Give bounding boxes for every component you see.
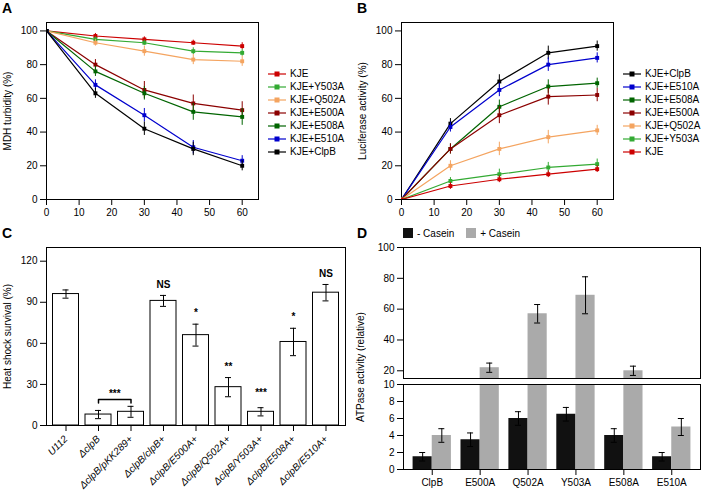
- svg-text:20: 20: [106, 207, 118, 218]
- svg-text:10: 10: [74, 207, 86, 218]
- svg-text:ΔclpB/E510A+: ΔclpB/E510A+: [275, 433, 329, 487]
- html-text:KJE+E510A: KJE+E510A: [645, 81, 700, 92]
- svg-text:60: 60: [237, 207, 249, 218]
- svg-text:2: 2: [389, 447, 395, 458]
- svg-text:E500A: E500A: [465, 477, 495, 488]
- svg-text:*: *: [194, 307, 198, 318]
- html-text:A: A: [2, 0, 13, 16]
- svg-text:Y503A: Y503A: [561, 477, 591, 488]
- svg-text:4: 4: [389, 430, 395, 441]
- html-text:KJE+Q502A: KJE+Q502A: [645, 120, 701, 131]
- html-text:KJE+ClpB: KJE+ClpB: [290, 146, 336, 157]
- html-text:KJE+ClpB: KJE+ClpB: [645, 68, 691, 79]
- svg-text:NS: NS: [157, 279, 171, 290]
- html-text:- Casein: - Casein: [417, 227, 455, 239]
- svg-text:20: 20: [461, 207, 473, 218]
- svg-text:0: 0: [387, 194, 393, 205]
- html-text:KJE+Y503A: KJE+Y503A: [645, 133, 700, 144]
- html-text:KJE+Q502A: KJE+Q502A: [290, 94, 346, 105]
- svg-text:*: *: [292, 311, 296, 322]
- html-text:KJE+E508A: KJE+E508A: [645, 94, 700, 105]
- svg-text:120: 120: [21, 255, 38, 266]
- svg-text:E510A: E510A: [657, 477, 687, 488]
- svg-text:ΔclpB/pKK289+: ΔclpB/pKK289+: [76, 433, 134, 491]
- svg-text:0: 0: [399, 207, 405, 218]
- html-text:KJE+E500A: KJE+E500A: [290, 107, 345, 118]
- svg-text:90: 90: [26, 296, 38, 307]
- svg-text:10: 10: [383, 379, 395, 390]
- svg-text:50: 50: [559, 207, 571, 218]
- svg-text:20: 20: [381, 160, 393, 171]
- svg-text:10: 10: [429, 207, 441, 218]
- svg-text:0: 0: [389, 464, 395, 475]
- svg-text:***: ***: [109, 388, 121, 399]
- html-text:KJE: KJE: [645, 146, 664, 157]
- svg-text:Q502A: Q502A: [512, 477, 543, 488]
- svg-text:30: 30: [494, 207, 506, 218]
- svg-text:40: 40: [381, 126, 393, 137]
- svg-text:20: 20: [26, 160, 38, 171]
- svg-text:60: 60: [381, 93, 393, 104]
- svg-text:Luciferase activity (%): Luciferase activity (%): [357, 62, 368, 160]
- html-text:KJE+E510A: KJE+E510A: [290, 133, 345, 144]
- html-text:KJE+Y503A: KJE+Y503A: [290, 81, 345, 92]
- svg-text:MDH turbidity (%): MDH turbidity (%): [2, 72, 13, 151]
- svg-text:20: 20: [383, 365, 395, 376]
- svg-text:60: 60: [26, 338, 38, 349]
- html-text:KJE+E500A: KJE+E500A: [645, 107, 700, 118]
- svg-text:E508A: E508A: [609, 477, 639, 488]
- svg-text:100: 100: [376, 25, 393, 36]
- svg-text:NS: NS: [319, 268, 333, 279]
- svg-text:U112: U112: [46, 433, 70, 457]
- svg-text:30: 30: [139, 207, 151, 218]
- html-text:D: D: [357, 225, 368, 241]
- svg-text:0: 0: [32, 194, 38, 205]
- svg-text:6: 6: [389, 413, 395, 424]
- svg-text:ΔclpB/clpB+: ΔclpB/clpB+: [121, 433, 168, 480]
- svg-text:8: 8: [389, 396, 395, 407]
- svg-text:ClpB: ClpB: [421, 477, 443, 488]
- svg-text:ΔclpB/E508A+: ΔclpB/E508A+: [243, 433, 298, 487]
- svg-text:ΔclpB/Y503A+: ΔclpB/Y503A+: [211, 433, 265, 487]
- svg-text:Heat shock survival (%): Heat shock survival (%): [2, 284, 13, 389]
- svg-text:**: **: [225, 361, 233, 372]
- html-text:B: B: [357, 0, 368, 16]
- svg-text:100: 100: [21, 25, 38, 36]
- svg-text:30: 30: [26, 379, 38, 390]
- svg-text:80: 80: [383, 273, 395, 284]
- svg-text:ΔclpB/Q502A+: ΔclpB/Q502A+: [177, 433, 233, 488]
- html-text:+ Casein: + Casein: [480, 227, 520, 239]
- svg-text:40: 40: [383, 334, 395, 345]
- svg-text:40: 40: [171, 207, 183, 218]
- html-text:C: C: [2, 225, 13, 241]
- svg-text:60: 60: [592, 207, 604, 218]
- svg-text:40: 40: [526, 207, 538, 218]
- svg-text:0: 0: [32, 420, 38, 431]
- svg-text:ΔclpB/E500A+: ΔclpB/E500A+: [146, 433, 200, 487]
- html-text:KJE: KJE: [290, 68, 309, 79]
- svg-text:40: 40: [26, 126, 38, 137]
- svg-text:***: ***: [255, 387, 267, 398]
- svg-text:100: 100: [378, 242, 395, 253]
- html-text:ATPase activity (relative): ATPase activity (relative): [355, 312, 366, 422]
- html-text:KJE+E508A: KJE+E508A: [290, 120, 345, 131]
- svg-text:80: 80: [381, 59, 393, 70]
- svg-text:0: 0: [44, 207, 50, 218]
- svg-text:ΔclpB: ΔclpB: [75, 433, 102, 460]
- svg-text:60: 60: [383, 303, 395, 314]
- svg-text:80: 80: [26, 59, 38, 70]
- svg-text:60: 60: [26, 93, 38, 104]
- svg-text:50: 50: [204, 207, 216, 218]
